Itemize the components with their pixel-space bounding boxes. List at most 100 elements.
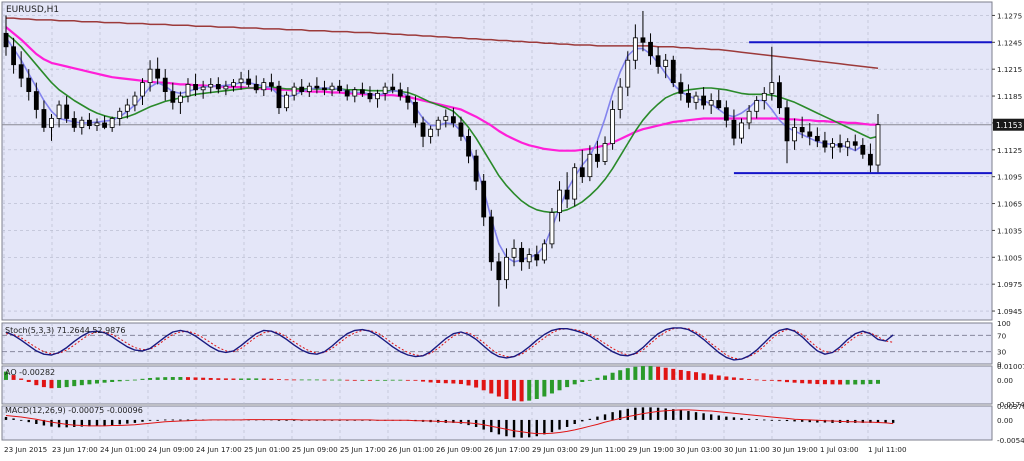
macd-bar — [497, 419, 501, 435]
ao-bar — [527, 379, 532, 401]
ao-bar — [34, 379, 39, 386]
macd-bar — [747, 418, 751, 420]
candle-body — [663, 59, 669, 67]
candle-body — [215, 84, 221, 90]
y-tick-label: 1.1125 — [997, 146, 1022, 155]
ao-bar — [716, 375, 721, 380]
x-tick-label: 30 Jun 11:00 — [724, 445, 770, 454]
ao-bar — [595, 377, 600, 380]
ao-bar — [254, 378, 259, 380]
ao-bars — [4, 366, 880, 402]
x-tick-label: 25 Jun 01:00 — [244, 445, 290, 454]
candle-body — [117, 110, 123, 119]
candle-body — [860, 144, 866, 155]
macd-bar — [581, 419, 584, 422]
candle-body — [701, 95, 706, 106]
ao-bar — [185, 377, 190, 380]
macd-bar — [171, 419, 175, 421]
macd-bar — [512, 419, 516, 438]
candle-body — [64, 104, 70, 119]
ao-bar — [557, 379, 562, 391]
macd-bar — [80, 419, 84, 427]
macd-bar — [126, 419, 129, 424]
candle-body — [648, 41, 653, 57]
x-tick-label: 26 Jun 17:00 — [484, 445, 530, 454]
macd-label: MACD(12,26,9) -0.00075 -0.00096 — [5, 406, 143, 415]
ao-bar — [731, 377, 736, 380]
ao-bar — [519, 379, 524, 402]
macd-bar — [543, 419, 546, 435]
ao-bar — [458, 379, 463, 385]
candle-body — [716, 100, 722, 109]
macd-bar — [869, 419, 872, 423]
ao-bar — [769, 379, 774, 381]
level-lines — [733, 41, 992, 175]
macd-bar — [656, 407, 660, 420]
candle-body — [155, 68, 161, 79]
macd-bar — [292, 419, 296, 421]
macd-bar — [65, 419, 68, 428]
macd-bar — [550, 419, 554, 433]
candle-body — [557, 189, 562, 213]
moving-average-line — [5, 37, 864, 263]
candle-body — [375, 92, 380, 100]
candle-body — [504, 256, 509, 281]
ao-bar — [663, 367, 668, 380]
ao-bar — [822, 379, 827, 385]
macd-bar — [285, 419, 288, 421]
macd-bar — [861, 419, 865, 423]
ao-bar — [292, 379, 297, 381]
candle-body — [837, 143, 843, 148]
stoch-y-tick: 70 — [997, 331, 1007, 340]
ao-bar — [223, 378, 228, 380]
ao-bar — [314, 379, 319, 381]
macd-bar — [884, 419, 887, 423]
panels — [1, 1, 993, 441]
macd-bar — [770, 419, 774, 421]
ao-bar — [443, 379, 448, 384]
macd-bar — [141, 419, 144, 422]
y-tick-label: 1.1245 — [997, 38, 1022, 47]
candle-body — [807, 131, 813, 137]
macd-y-tick: 0.00376 — [997, 402, 1024, 411]
candle-body — [329, 85, 335, 91]
candle-body — [193, 84, 198, 91]
y-tick-label: 1.0945 — [997, 307, 1022, 316]
ao-bar — [330, 379, 335, 381]
candle-body — [830, 143, 835, 148]
ao-bar — [352, 379, 357, 381]
x-tick-label: 29 Jun 03:00 — [532, 445, 578, 454]
ao-bar — [656, 366, 661, 380]
candle-body — [731, 119, 737, 139]
ao-bar — [640, 366, 645, 380]
candle-body — [814, 135, 820, 142]
ao-bar — [489, 379, 494, 394]
macd-bar — [179, 419, 182, 421]
candle-body — [208, 84, 214, 88]
ao-bar — [413, 379, 418, 381]
ao-bar — [504, 379, 509, 399]
candle-body — [792, 127, 797, 142]
ao-bar — [868, 379, 873, 385]
ao-bar — [838, 379, 843, 385]
ao-bar — [481, 379, 486, 391]
ao-bar — [549, 379, 554, 394]
y-tick-label: 1.1065 — [997, 200, 1022, 209]
candle-body — [79, 119, 85, 128]
ao-bar — [148, 377, 153, 380]
candle-body — [140, 82, 145, 97]
macd-bar — [565, 419, 569, 427]
candle-body — [49, 118, 54, 128]
ao-bar — [360, 379, 365, 381]
x-tick-label: 29 Jun 19:00 — [628, 445, 674, 454]
candle-body — [413, 101, 418, 124]
macd-bar — [520, 419, 523, 438]
ao-bar — [57, 379, 62, 388]
candle-body — [170, 91, 176, 103]
candle-body — [435, 119, 441, 130]
ao-bar — [345, 379, 350, 381]
candle-body — [276, 85, 282, 109]
candle-body — [708, 100, 714, 106]
ao-bar — [284, 379, 289, 381]
candle-body — [761, 92, 767, 101]
